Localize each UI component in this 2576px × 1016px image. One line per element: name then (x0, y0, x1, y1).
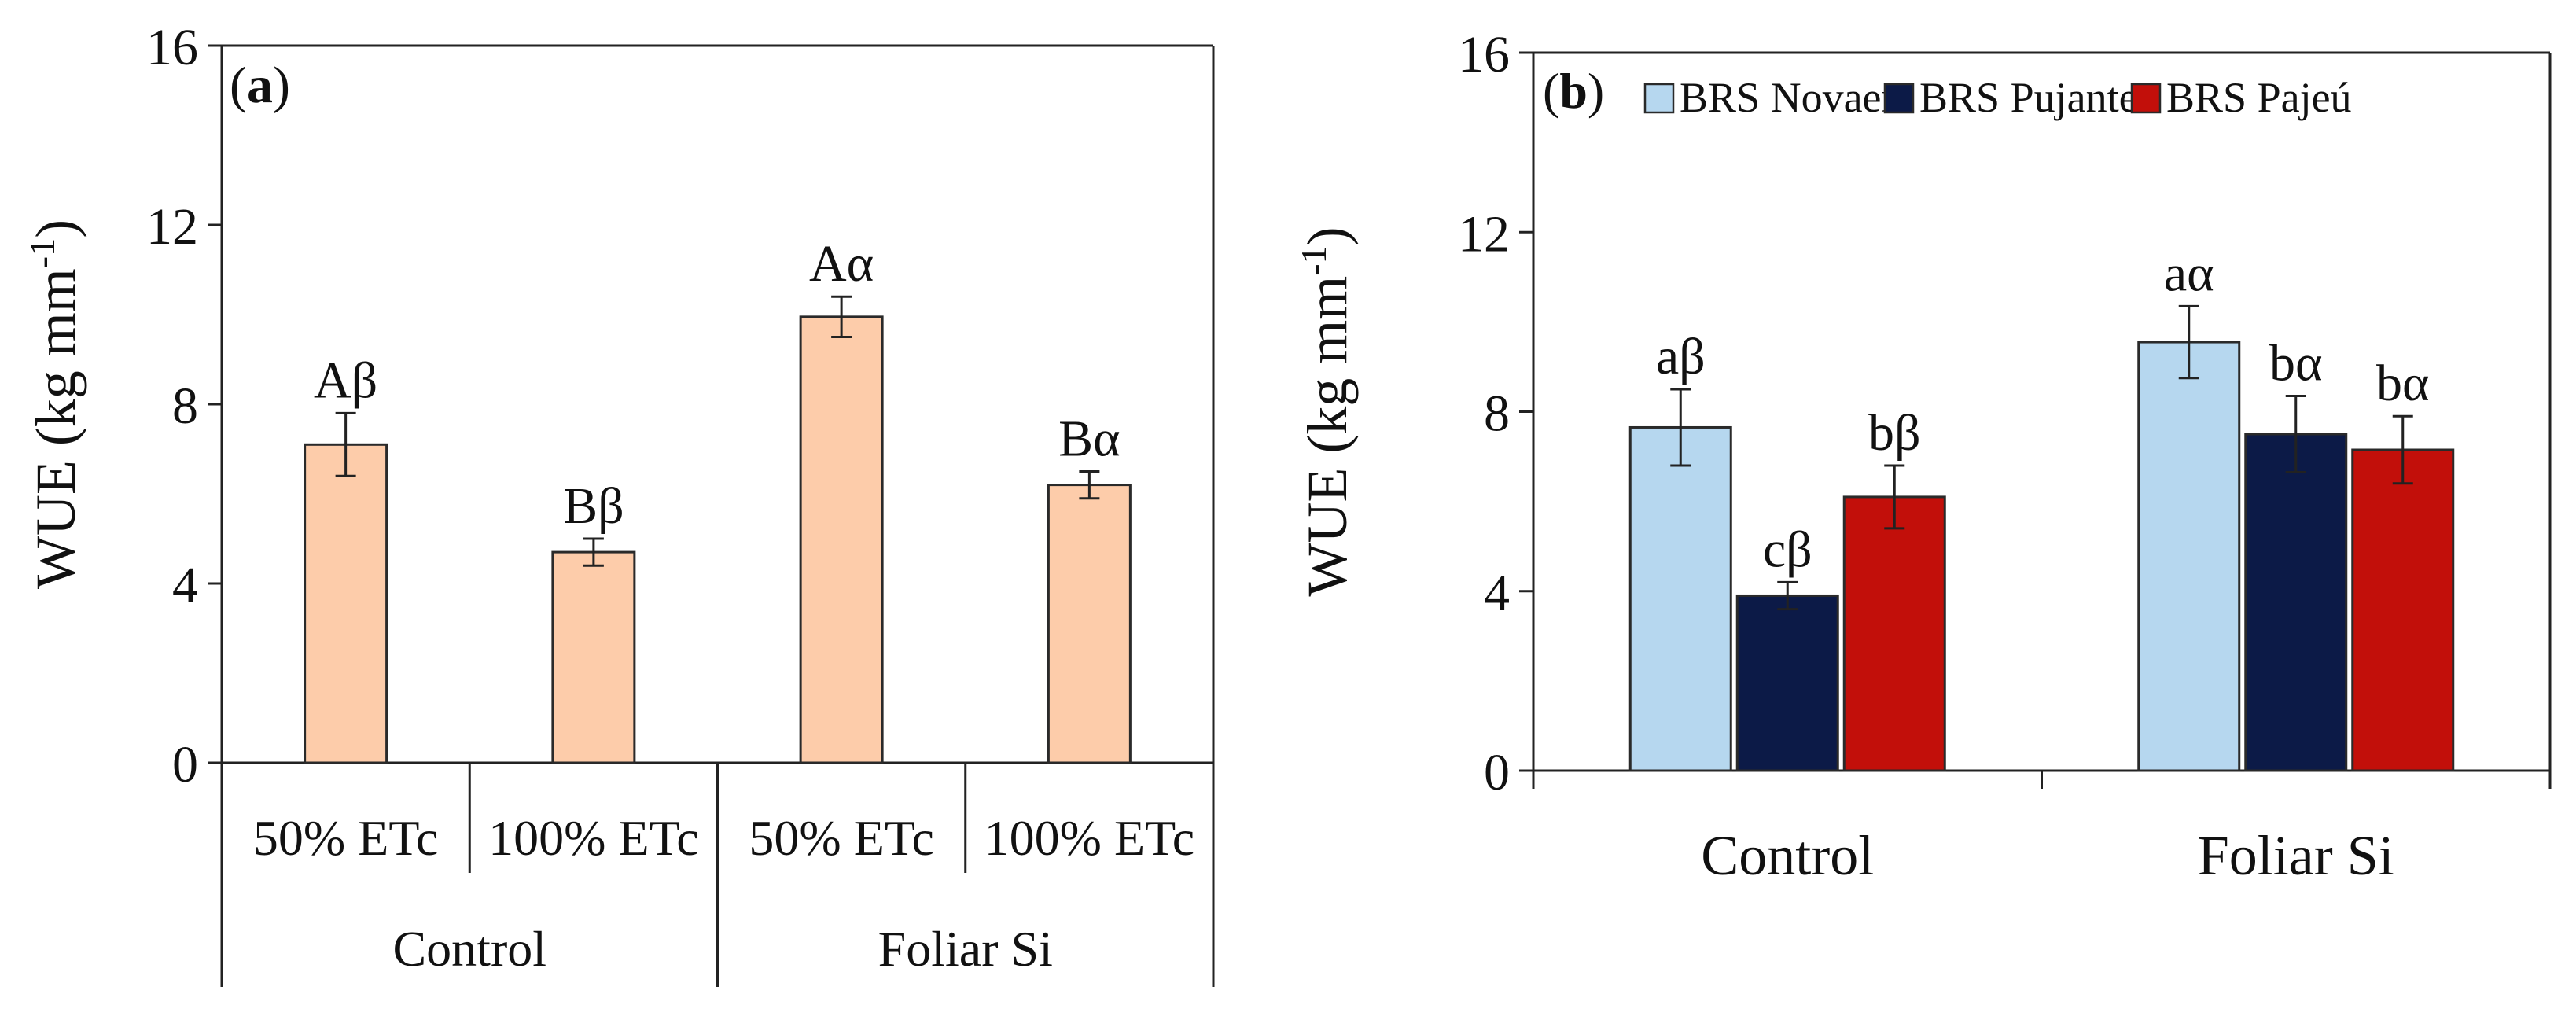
legend-entry: BRS Novaera (1680, 74, 1914, 121)
x-category-label: 100% ETc (984, 810, 1194, 866)
x-category-label: 100% ETc (488, 810, 698, 866)
y-tick-label: 4 (1484, 565, 1510, 622)
legend-swatch (2130, 83, 2162, 114)
y-tick-label: 8 (172, 377, 198, 435)
data-label: Bα (1058, 410, 1121, 468)
data-label: bα (2376, 355, 2430, 412)
bar (1047, 484, 1132, 764)
x-group-label: Foliar Si (878, 921, 1053, 977)
panel-label: (a) (230, 57, 290, 114)
y-tick-label: 12 (1458, 205, 1510, 263)
y-tick-label: 8 (1484, 385, 1510, 443)
legend-entry: BRS Pujante (1919, 74, 2138, 121)
x-group-label: Control (392, 921, 546, 977)
data-label: cβ (1763, 521, 1812, 578)
data-label: Bβ (563, 477, 624, 535)
panel-a-chart: 0 4 8 12 16 Aβ 50% ETc Bβ 100% ETc Aα 50% ETc Bα 100… (22, 19, 1215, 987)
bar (1842, 495, 1946, 772)
y-axis-title: WUE (kg mm-1) (1294, 226, 1359, 596)
bar (2137, 341, 2241, 772)
data-label: bα (2269, 335, 2323, 392)
data-label: aβ (1656, 328, 1706, 385)
legend-entry: BRS Pajeú (2166, 74, 2352, 121)
data-label: Aα (809, 235, 874, 293)
x-category-label: 50% ETc (253, 810, 438, 866)
data-label: aα (2164, 245, 2214, 302)
data-label: Aβ (314, 352, 377, 409)
data-label: bβ (1868, 404, 1921, 462)
y-tick-label: 4 (172, 557, 198, 614)
bar (2351, 448, 2455, 772)
panel-label: (b) (1543, 63, 1604, 119)
y-axis-title: WUE (kg mm-1) (22, 219, 87, 589)
y-tick-label: 0 (1484, 744, 1510, 801)
y-tick-label: 16 (1458, 26, 1510, 83)
bar (1735, 594, 1839, 772)
x-category-label: Foliar Si (2198, 824, 2394, 887)
y-tick-label: 12 (146, 198, 198, 256)
y-tick-label: 16 (146, 19, 198, 76)
bar (799, 315, 884, 764)
bar (2244, 433, 2348, 772)
bar (304, 443, 388, 764)
x-category-label: Control (1701, 824, 1874, 887)
x-category-label: 50% ETc (749, 810, 933, 866)
legend-swatch (1643, 83, 1675, 114)
legend-swatch (1883, 83, 1915, 114)
y-tick-label: 0 (172, 736, 198, 793)
bar (551, 550, 636, 764)
bar (1628, 425, 1732, 772)
